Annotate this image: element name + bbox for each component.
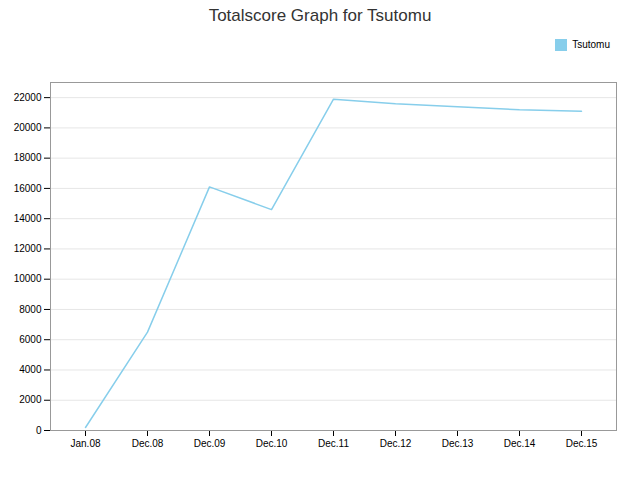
svg-text:8000: 8000 xyxy=(19,304,42,315)
svg-text:Dec.08: Dec.08 xyxy=(132,438,164,449)
svg-text:4000: 4000 xyxy=(19,364,42,375)
svg-text:18000: 18000 xyxy=(14,152,42,163)
svg-text:6000: 6000 xyxy=(19,334,42,345)
svg-text:Dec.13: Dec.13 xyxy=(442,438,474,449)
svg-text:12000: 12000 xyxy=(14,243,42,254)
svg-text:Dec.09: Dec.09 xyxy=(194,438,226,449)
svg-text:14000: 14000 xyxy=(14,213,42,224)
svg-text:22000: 22000 xyxy=(14,92,42,103)
svg-text:16000: 16000 xyxy=(14,183,42,194)
svg-text:Dec.14: Dec.14 xyxy=(504,438,536,449)
html-text:Totalscore Graph for Tsutomu: Totalscore Graph for Tsutomu xyxy=(208,6,432,25)
svg-text:Dec.15: Dec.15 xyxy=(566,438,598,449)
svg-text:0: 0 xyxy=(36,425,42,436)
svg-text:2000: 2000 xyxy=(19,394,42,405)
svg-text:Dec.12: Dec.12 xyxy=(380,438,412,449)
svg-text:Jan.08: Jan.08 xyxy=(70,438,100,449)
svg-text:Dec.11: Dec.11 xyxy=(318,438,349,449)
html-text:Tsutomu: Tsutomu xyxy=(572,39,610,50)
svg-text:Dec.10: Dec.10 xyxy=(256,438,288,449)
svg-text:10000: 10000 xyxy=(14,273,42,284)
svg-text:20000: 20000 xyxy=(14,122,42,133)
